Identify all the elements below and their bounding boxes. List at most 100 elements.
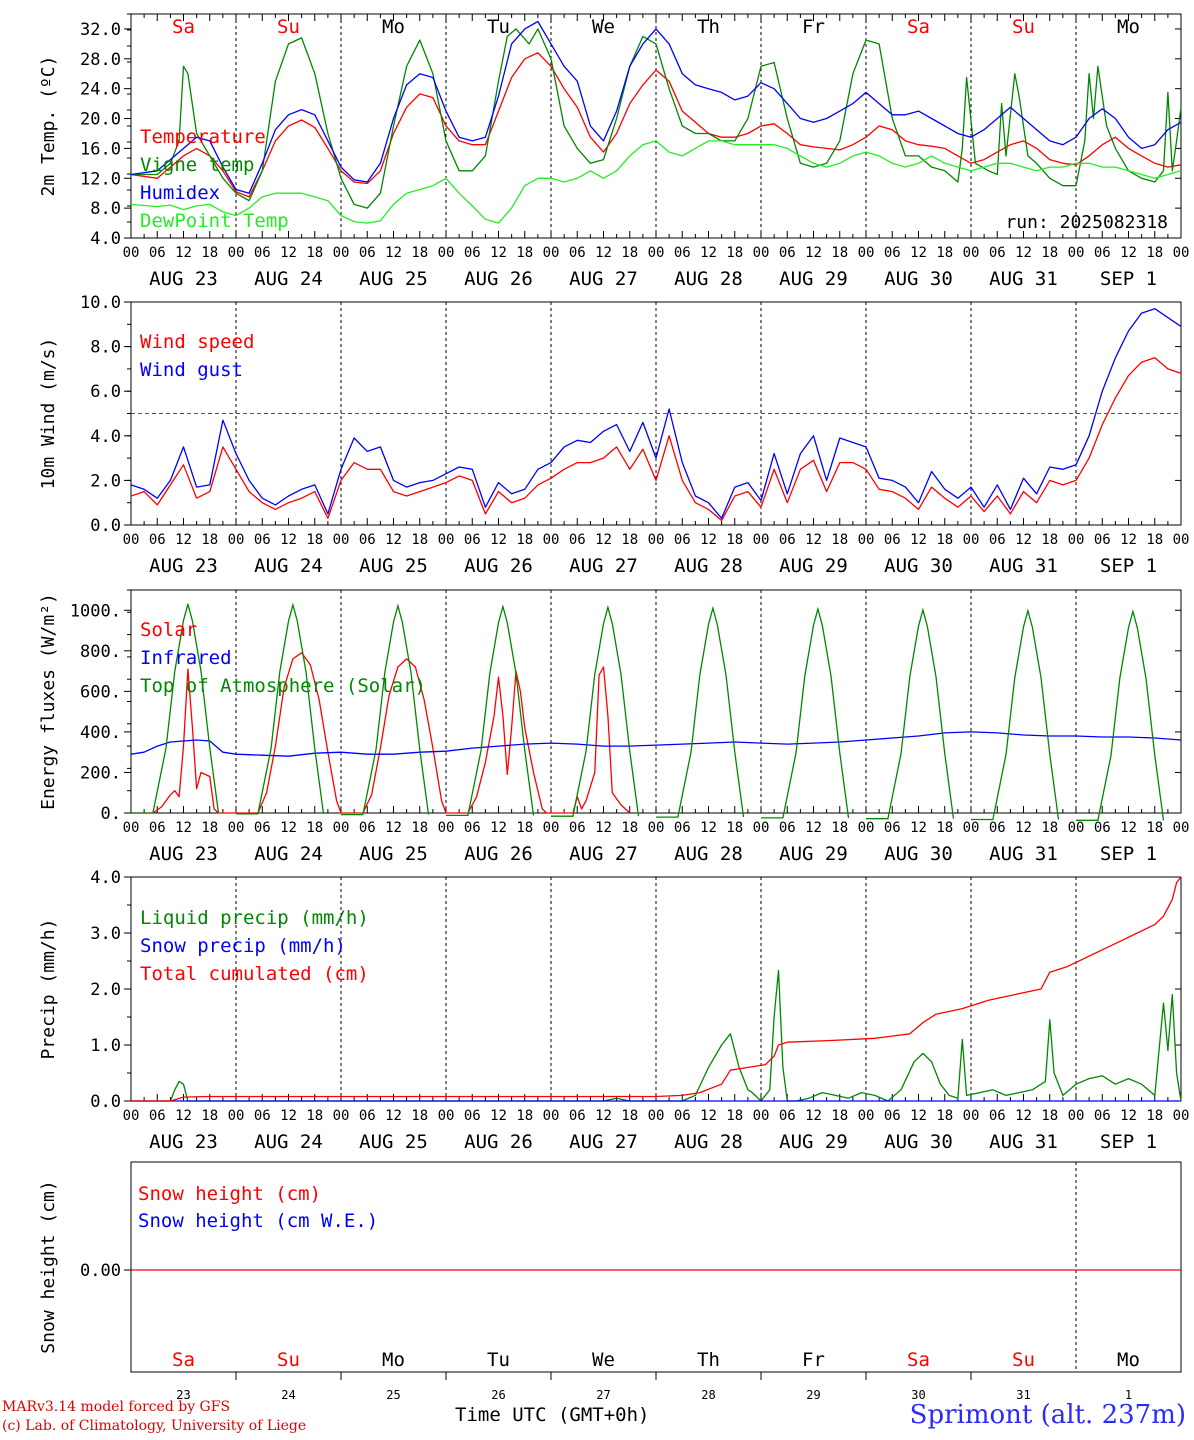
hour-tick-label: 18 — [936, 820, 953, 836]
hour-tick-label: 06 — [149, 820, 166, 836]
station-name: Sprimont (alt. 237m) — [909, 1400, 1186, 1430]
legend-entry: Snow precip (mm/h) — [140, 935, 346, 957]
date-label: AUG 25 — [359, 843, 428, 865]
hour-tick-label: 00 — [1173, 532, 1190, 548]
hour-tick-label: 00 — [438, 820, 455, 836]
hour-tick-label: 18 — [201, 1108, 218, 1124]
day-number-label: 24 — [281, 1388, 295, 1402]
hour-tick-label: 06 — [254, 1108, 271, 1124]
hour-tick-label: 18 — [306, 532, 323, 548]
hour-tick-label: 18 — [411, 245, 428, 261]
series-line-wind-0 — [130, 357, 1182, 522]
legend-entry: Snow height (cm W.E.) — [138, 1210, 378, 1232]
date-label: AUG 29 — [779, 268, 848, 290]
hour-tick-label: 06 — [569, 820, 586, 836]
hour-tick-label: 12 — [175, 1108, 192, 1124]
weekday-label: Mo — [382, 16, 405, 38]
hour-tick-label: 12 — [1015, 820, 1032, 836]
hour-tick-label: 00 — [438, 532, 455, 548]
hour-tick-label: 00 — [648, 532, 665, 548]
legend-entry: Humidex — [140, 182, 220, 204]
hour-tick-label: 00 — [228, 245, 245, 261]
hour-tick-label: 18 — [1041, 245, 1058, 261]
hour-tick-label: 00 — [753, 820, 770, 836]
hour-tick-label: 06 — [989, 820, 1006, 836]
hour-tick-label: 18 — [726, 245, 743, 261]
weekday-label: We — [592, 1349, 615, 1371]
hour-tick-label: 06 — [149, 245, 166, 261]
legend-entry: Infrared — [140, 647, 232, 669]
hour-tick-label: 06 — [254, 245, 271, 261]
date-label: AUG 23 — [149, 268, 218, 290]
y-tick-label: 8.0 — [90, 338, 121, 358]
y-axis-label: Precip (mm/h) — [38, 919, 59, 1060]
date-label: AUG 28 — [674, 843, 743, 865]
toa-arch — [341, 603, 430, 816]
hour-tick-label: 00 — [1068, 820, 1085, 836]
y-tick-label: 4.0 — [90, 229, 121, 249]
hour-tick-label: 06 — [1094, 820, 1111, 836]
hour-tick-label: 12 — [910, 820, 927, 836]
hour-tick-label: 18 — [306, 820, 323, 836]
y-tick-label: 6.0 — [90, 382, 121, 402]
hour-tick-label: 00 — [1173, 245, 1190, 261]
day-number-label: 29 — [806, 1388, 820, 1402]
weekday-label: Fr — [802, 16, 825, 38]
date-label: AUG 30 — [884, 268, 953, 290]
panel-energy: 0. 200. 400. 600. 800. 1000. Energy fluxes (W/… — [38, 589, 1189, 865]
hour-tick-label: 18 — [936, 245, 953, 261]
hour-tick-label: 12 — [490, 1108, 507, 1124]
hour-tick-label: 00 — [753, 1108, 770, 1124]
hour-tick-label: 12 — [385, 1108, 402, 1124]
hour-tick-label: 12 — [700, 532, 717, 548]
run-label: run: 2025082318 — [1005, 212, 1168, 233]
legend-entry: Wind speed — [140, 331, 254, 353]
hour-tick-label: 00 — [123, 820, 140, 836]
y-tick-label: 600. — [80, 682, 121, 702]
hour-tick-label: 18 — [1146, 820, 1163, 836]
hour-tick-label: 06 — [884, 1108, 901, 1124]
date-label: AUG 26 — [464, 268, 533, 290]
toa-arch — [761, 606, 850, 819]
hour-tick-label: 12 — [175, 532, 192, 548]
toa-arch — [971, 608, 1060, 821]
y-tick-label: 1000. — [70, 601, 121, 621]
day-number-label: 31 — [1016, 1388, 1030, 1402]
weekday-label: Mo — [1117, 16, 1140, 38]
hour-tick-label: 12 — [910, 245, 927, 261]
weekday-label: Th — [697, 16, 720, 38]
hour-tick-label: 12 — [1120, 532, 1137, 548]
date-label: AUG 28 — [674, 555, 743, 577]
hour-tick-label: 18 — [831, 532, 848, 548]
hour-tick-label: 12 — [1015, 245, 1032, 261]
legend-entry: Solar — [140, 619, 197, 641]
hour-tick-label: 18 — [726, 532, 743, 548]
date-label: AUG 31 — [989, 843, 1058, 865]
legend-entry: Temperature — [140, 126, 266, 148]
y-axis-label: 2m Temp. (ºC) — [38, 56, 59, 197]
hour-tick-label: 06 — [779, 532, 796, 548]
y-tick-label: 20.0 — [80, 110, 121, 130]
date-label: AUG 23 — [149, 843, 218, 865]
hour-tick-label: 06 — [1094, 1108, 1111, 1124]
y-axis-label: Snow height (cm) — [38, 1180, 59, 1353]
weekday-label: Sa — [172, 1349, 195, 1371]
hour-tick-label: 18 — [201, 532, 218, 548]
hour-tick-label: 00 — [123, 245, 140, 261]
hour-tick-label: 06 — [464, 532, 481, 548]
hour-tick-label: 18 — [411, 532, 428, 548]
date-label: AUG 24 — [254, 555, 323, 577]
date-label: SEP 1 — [1100, 268, 1157, 290]
series-line-temp-0 — [130, 52, 1182, 198]
date-label: AUG 24 — [254, 1131, 323, 1153]
y-tick-label: 32.0 — [80, 20, 121, 40]
hour-tick-label: 06 — [779, 1108, 796, 1124]
hour-tick-label: 18 — [831, 245, 848, 261]
hour-tick-label: 06 — [149, 1108, 166, 1124]
hour-tick-label: 00 — [123, 532, 140, 548]
hour-tick-label: 00 — [1173, 1108, 1190, 1124]
legend-entry: Liquid precip (mm/h) — [140, 907, 369, 929]
hour-tick-label: 06 — [884, 532, 901, 548]
hour-tick-label: 06 — [569, 532, 586, 548]
legend-entry: Wind gust — [140, 359, 243, 381]
